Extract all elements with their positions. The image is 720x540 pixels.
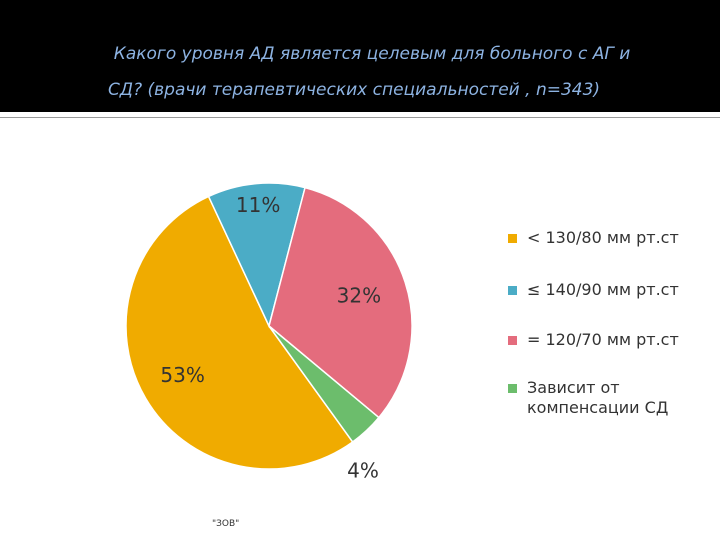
legend-label-le-140-90: ≤ 140/90 мм рт.ст: [527, 280, 679, 299]
legend-swatch-eq-120-70: [508, 336, 517, 345]
legend-label-lt-130-80: < 130/80 мм рт.ст: [527, 228, 679, 247]
pie-slice-le-140-90: [207, 182, 306, 329]
data-label-depends-on-compensation: 4%: [347, 459, 379, 483]
slide-title-line-1: Какого уровня АД является целевым для бо…: [113, 44, 631, 64]
data-label-lt-130-80: 53%: [160, 363, 204, 387]
legend-swatch-le-140-90: [508, 286, 517, 295]
title-bar: Какого уровня АД является целевым для бо…: [0, 0, 720, 112]
legend-swatch-depends-on-compensation: [508, 384, 517, 393]
footer-note: "ЗОВ": [212, 519, 240, 529]
data-label-eq-120-70: 32%: [337, 284, 381, 308]
pie-slice-depends-on-compensation: [268, 325, 380, 444]
slide-title-line-2: СД? (врачи терапевтических специальносте…: [107, 80, 601, 100]
header-divider: [0, 112, 720, 118]
pie-slice-eq-120-70: [268, 186, 413, 419]
pie-slice-lt-130-80: [125, 195, 354, 470]
legend-label-eq-120-70: = 120/70 мм рт.ст: [527, 330, 679, 349]
legend-label-depends-on-compensation: Зависит от компенсации СД: [527, 378, 669, 417]
data-label-le-140-90: 11%: [236, 193, 280, 217]
legend-swatch-lt-130-80: [508, 234, 517, 243]
